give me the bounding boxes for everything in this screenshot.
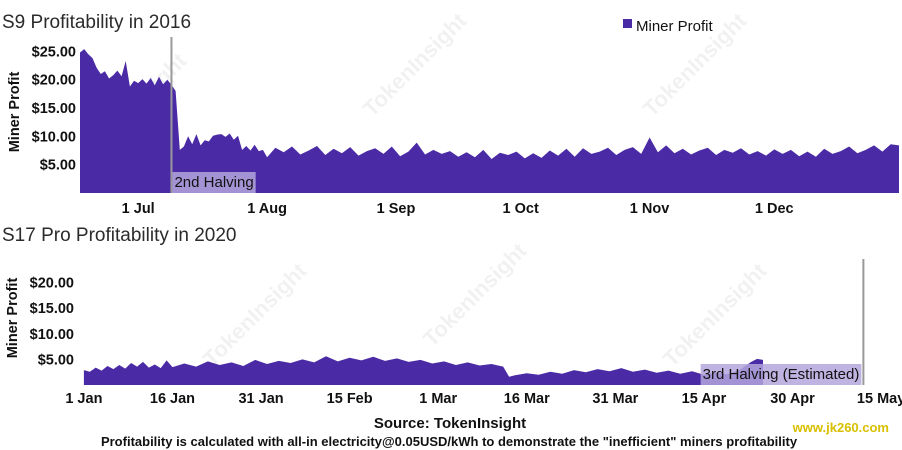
- x-tick-label: 16 Mar: [504, 391, 550, 407]
- y-axis-label: Miner Profit: [7, 72, 23, 153]
- watermark-text: TokenInsight: [418, 238, 532, 352]
- x-tick-label: 31 Mar: [592, 391, 638, 407]
- series-area-miner-profit: [83, 356, 763, 385]
- y-tick-label: $10.00: [32, 129, 76, 145]
- x-tick-label: 15 Feb: [327, 391, 373, 407]
- legend-swatch: [623, 19, 632, 28]
- y-tick-label: $10.00: [30, 327, 74, 343]
- x-tick-label: 1 Jan: [65, 391, 102, 407]
- x-tick-label: 30 Apr: [770, 391, 815, 407]
- x-tick-label: 1 Mar: [419, 391, 457, 407]
- chart-title: S9 Profitability in 2016: [2, 12, 191, 33]
- y-tick-label: $15.00: [32, 101, 76, 117]
- series-area-miner-profit: [80, 49, 899, 193]
- x-tick-label: 16 Jan: [150, 391, 195, 407]
- x-tick-label: 1 Aug: [247, 201, 287, 217]
- y-tick-label: $20.00: [32, 73, 76, 89]
- chart-title: S17 Pro Profitability in 2020: [2, 225, 236, 246]
- y-tick-label: $15.00: [30, 301, 74, 317]
- chart-s17-2020: S17 Pro Profitability in 2020 Miner Prof…: [2, 225, 902, 407]
- x-tick-label: 31 Jan: [238, 391, 283, 407]
- x-tick-label: 15 May: [857, 391, 902, 407]
- y-tick-label: $5.00: [40, 158, 76, 174]
- y-axis-label: Miner Profit: [5, 278, 21, 359]
- y-tick-label: $25.00: [32, 44, 76, 60]
- watermark-text: TokenInsight: [658, 258, 772, 372]
- halving-annotation-box: [700, 364, 862, 385]
- x-tick-label: 1 Nov: [630, 201, 670, 217]
- watermark-text: TokenInsight: [198, 258, 312, 372]
- y-tick-label: $5.00: [38, 352, 74, 368]
- halving-annotation-label: 2nd Halving: [174, 174, 253, 191]
- x-tick-label: 1 Dec: [755, 201, 794, 217]
- methodology-note: Profitability is calculated with all-in …: [101, 434, 798, 449]
- chart-s9-2016: S9 Profitability in 2016 Miner Profit $5…: [2, 12, 899, 217]
- x-tick-label: 1 Sep: [377, 201, 416, 217]
- watermark-text: TokenInsight: [358, 8, 472, 122]
- x-tick-label: 15 Apr: [682, 391, 727, 407]
- halving-annotation-box: [172, 172, 256, 193]
- site-url-watermark: www.jk260.com: [792, 420, 889, 435]
- y-tick-label: $20.00: [30, 276, 74, 292]
- source-label: Source: TokenInsight: [374, 415, 526, 432]
- x-tick-label: 1 Jul: [122, 201, 155, 217]
- halving-annotation-label: 3rd Halving (Estimated): [703, 366, 860, 383]
- legend-label[interactable]: Miner Profit: [636, 18, 714, 35]
- x-tick-label: 1 Oct: [503, 201, 539, 217]
